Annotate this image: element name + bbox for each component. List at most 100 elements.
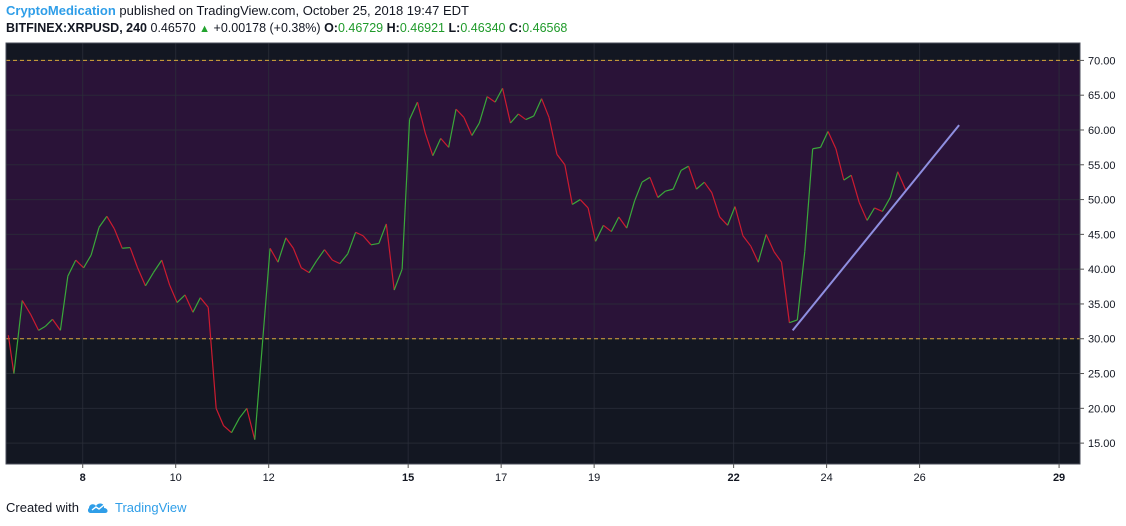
author-link[interactable]: CryptoMedication xyxy=(6,3,116,18)
series-segment xyxy=(711,192,721,218)
series-segment xyxy=(448,108,457,148)
series-segment xyxy=(897,171,907,191)
series-segment xyxy=(113,228,123,249)
series-segment xyxy=(734,206,744,236)
series-segment xyxy=(796,251,806,321)
series-segment xyxy=(45,318,53,327)
rsi-chart[interactable]: 15.00 20.00 25.00 30.00 35.00 40.00 45.00 50.00… xyxy=(0,42,1126,494)
series-segment xyxy=(285,237,294,249)
series-segment xyxy=(324,249,333,261)
series-segment xyxy=(571,199,581,205)
high-label: H: xyxy=(386,21,400,35)
series-segment xyxy=(207,307,217,409)
series-segment xyxy=(75,259,85,269)
series-segment xyxy=(541,98,550,118)
series-segment xyxy=(347,232,357,255)
y-tick-label: 40.00 xyxy=(1088,264,1116,276)
series-segment xyxy=(556,153,566,166)
series-segment xyxy=(215,408,225,426)
y-tick-label: 25.00 xyxy=(1088,369,1116,381)
tradingview-logo-icon[interactable] xyxy=(87,501,111,515)
series-segment xyxy=(246,408,256,440)
y-tick-label: 35.00 xyxy=(1088,299,1116,311)
series-segment xyxy=(192,297,201,313)
series-segment xyxy=(362,235,372,246)
series-segment xyxy=(820,131,829,148)
low-value: 0.46340 xyxy=(460,21,506,35)
series-segment xyxy=(184,294,194,313)
trendline[interactable] xyxy=(791,124,960,332)
series-segment xyxy=(594,225,604,242)
series-segment xyxy=(277,237,287,263)
y-tick-label: 50.00 xyxy=(1088,195,1116,207)
up-triangle-icon: ▲ xyxy=(199,23,211,35)
series-segment xyxy=(169,284,178,303)
series-segment xyxy=(517,113,527,121)
series-segment xyxy=(680,165,689,171)
series-segment xyxy=(98,215,108,228)
series-segment xyxy=(269,247,279,263)
series-segment xyxy=(843,174,852,181)
publish-text: published on TradingView.com, October 25… xyxy=(115,3,469,18)
series-segment xyxy=(440,137,450,148)
y-tick-label: 30.00 xyxy=(1088,334,1116,346)
series-segment xyxy=(144,272,154,287)
x-tick-label: 19 xyxy=(588,472,600,484)
series-segment xyxy=(339,253,349,264)
publish-info: CryptoMedication published on TradingVie… xyxy=(6,3,469,18)
series-segment xyxy=(579,199,589,209)
tradingview-link[interactable]: TradingView xyxy=(114,500,187,515)
series-segment xyxy=(30,314,40,331)
series-segment xyxy=(881,197,891,212)
series-segment xyxy=(765,234,775,253)
close-label: C: xyxy=(508,21,523,35)
series-segment xyxy=(494,87,504,103)
series-segment xyxy=(401,119,411,270)
series-segment xyxy=(486,96,496,103)
series-segment xyxy=(455,108,465,118)
series-segment xyxy=(780,262,791,323)
series-segment xyxy=(618,216,628,229)
series-segment xyxy=(424,133,434,156)
series-segment xyxy=(152,259,163,273)
series-segment xyxy=(626,200,636,229)
series-segment xyxy=(789,319,798,324)
series-segment xyxy=(835,148,845,181)
x-tick-label: 29 xyxy=(1053,472,1065,484)
series-segment xyxy=(727,206,736,226)
y-tick-label: 55.00 xyxy=(1088,160,1116,172)
series-segment xyxy=(889,171,899,198)
series-segment xyxy=(641,176,651,183)
series-segment xyxy=(38,325,46,331)
series-segment xyxy=(300,267,310,274)
series-segment xyxy=(13,300,23,374)
series-segment xyxy=(742,235,752,247)
series-segment xyxy=(67,259,77,277)
series-segment xyxy=(603,224,612,233)
series-segment xyxy=(463,117,473,136)
series-segment xyxy=(866,207,876,221)
series-segment xyxy=(370,242,379,246)
y-tick-label: 45.00 xyxy=(1088,229,1116,241)
grid-lines xyxy=(6,43,1080,464)
series-segment xyxy=(254,248,271,440)
x-tick-label: 10 xyxy=(170,472,182,484)
x-tick-label: 12 xyxy=(263,472,275,484)
series-segment xyxy=(308,260,318,273)
series-segment xyxy=(533,98,543,117)
series-segment xyxy=(657,190,666,198)
series-segment xyxy=(416,102,426,134)
series-segment xyxy=(7,335,15,374)
y-tick-label: 20.00 xyxy=(1088,403,1116,415)
y-tick-label: 65.00 xyxy=(1088,90,1116,102)
series-segment xyxy=(750,245,759,263)
open-value: 0.46729 xyxy=(337,21,384,35)
series-segment xyxy=(176,294,186,303)
series-segment xyxy=(106,215,115,230)
series-segment xyxy=(199,297,209,308)
series-segment xyxy=(161,259,171,286)
series-segment xyxy=(804,148,814,252)
x-tick-label: 24 xyxy=(820,472,832,484)
series-segment xyxy=(378,223,387,244)
series-segment xyxy=(687,165,697,190)
